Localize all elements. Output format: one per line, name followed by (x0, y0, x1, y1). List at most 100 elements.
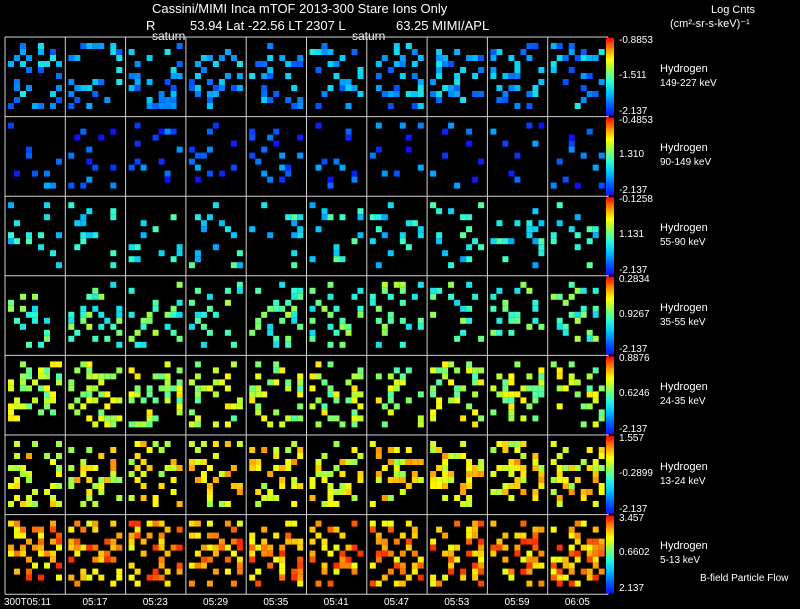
pixel (44, 182, 50, 189)
pixel (261, 483, 268, 489)
pixel (586, 403, 593, 410)
pixel (448, 61, 455, 67)
pixel (56, 574, 62, 581)
pixel (267, 495, 274, 501)
pixel (68, 152, 75, 159)
pixel (128, 164, 135, 171)
pixel (387, 250, 394, 257)
pixel (273, 91, 280, 97)
pixel (405, 538, 412, 545)
pixel (110, 281, 117, 288)
pixel (146, 447, 153, 453)
pixel (267, 489, 274, 495)
pixel (164, 373, 171, 380)
pixel (345, 323, 352, 330)
heatmap-cell (430, 441, 485, 507)
pixel (158, 538, 165, 545)
pixel (375, 262, 382, 269)
pixel (592, 305, 599, 312)
heatmap-cell (309, 441, 364, 507)
pixel (110, 397, 117, 404)
pixel (164, 526, 171, 533)
pixel (176, 250, 183, 257)
pixel (267, 305, 274, 312)
pixel (20, 49, 26, 55)
pixel (478, 520, 485, 527)
pixel (309, 317, 316, 324)
pixel (206, 146, 213, 153)
pixel (8, 305, 14, 312)
pixel (574, 556, 581, 563)
info-r-label: R (146, 18, 156, 33)
pixel (194, 73, 201, 79)
pixel (436, 55, 443, 61)
pixel (556, 403, 563, 410)
heatmap-cell (315, 122, 358, 189)
pixel (375, 580, 382, 587)
pixel (375, 122, 382, 129)
pixel (339, 471, 346, 477)
pixel (327, 176, 334, 183)
pixel (110, 250, 117, 257)
pixel (80, 238, 87, 245)
pixel (568, 140, 575, 147)
pixel (56, 379, 62, 386)
pixel (194, 391, 201, 398)
pixel (140, 538, 147, 545)
pixel (502, 397, 509, 404)
pixel (224, 299, 231, 306)
pixel (26, 556, 32, 563)
pixel (291, 214, 298, 221)
pixel (291, 415, 298, 422)
pixel (56, 232, 62, 239)
pixel (44, 61, 50, 67)
pixel (98, 311, 105, 318)
pixel (556, 367, 563, 374)
pixel (86, 176, 93, 183)
pixel (8, 520, 14, 527)
pixel (592, 550, 599, 557)
pixel (574, 317, 581, 324)
pixel (417, 574, 424, 581)
heatmap-cell (68, 361, 123, 428)
pixel (224, 471, 231, 477)
pixel (592, 287, 599, 294)
pixel (297, 103, 304, 109)
pixel (249, 465, 256, 471)
pixel (110, 43, 117, 49)
pixel (586, 538, 593, 545)
pixel (405, 544, 412, 551)
pixel (478, 465, 485, 471)
pixel (490, 55, 497, 61)
pixel (20, 43, 26, 49)
pixel (496, 544, 503, 551)
pixel (279, 281, 286, 288)
pixel (345, 134, 352, 141)
pixel (586, 447, 593, 453)
pixel (116, 477, 123, 483)
pixel (86, 146, 93, 153)
pixel (38, 373, 44, 380)
pixel (478, 538, 485, 545)
pixel (14, 85, 20, 91)
pixel (592, 459, 599, 465)
pixel (466, 305, 473, 312)
pixel (236, 61, 243, 67)
pixel (74, 580, 81, 587)
pixel (110, 415, 117, 422)
heatmap-cell (309, 520, 364, 587)
pixel (399, 379, 406, 386)
heatmap-cell (8, 122, 62, 189)
pixel (128, 421, 135, 428)
pixel (592, 164, 599, 171)
pixel (538, 550, 545, 557)
pixel (309, 287, 316, 294)
heatmap-cell (550, 281, 599, 342)
pixel (526, 580, 533, 587)
pixel (430, 544, 437, 551)
pixel (526, 226, 533, 233)
pixel (399, 238, 406, 245)
pixel (339, 256, 346, 263)
pixel (550, 568, 557, 575)
pixel (514, 73, 521, 79)
